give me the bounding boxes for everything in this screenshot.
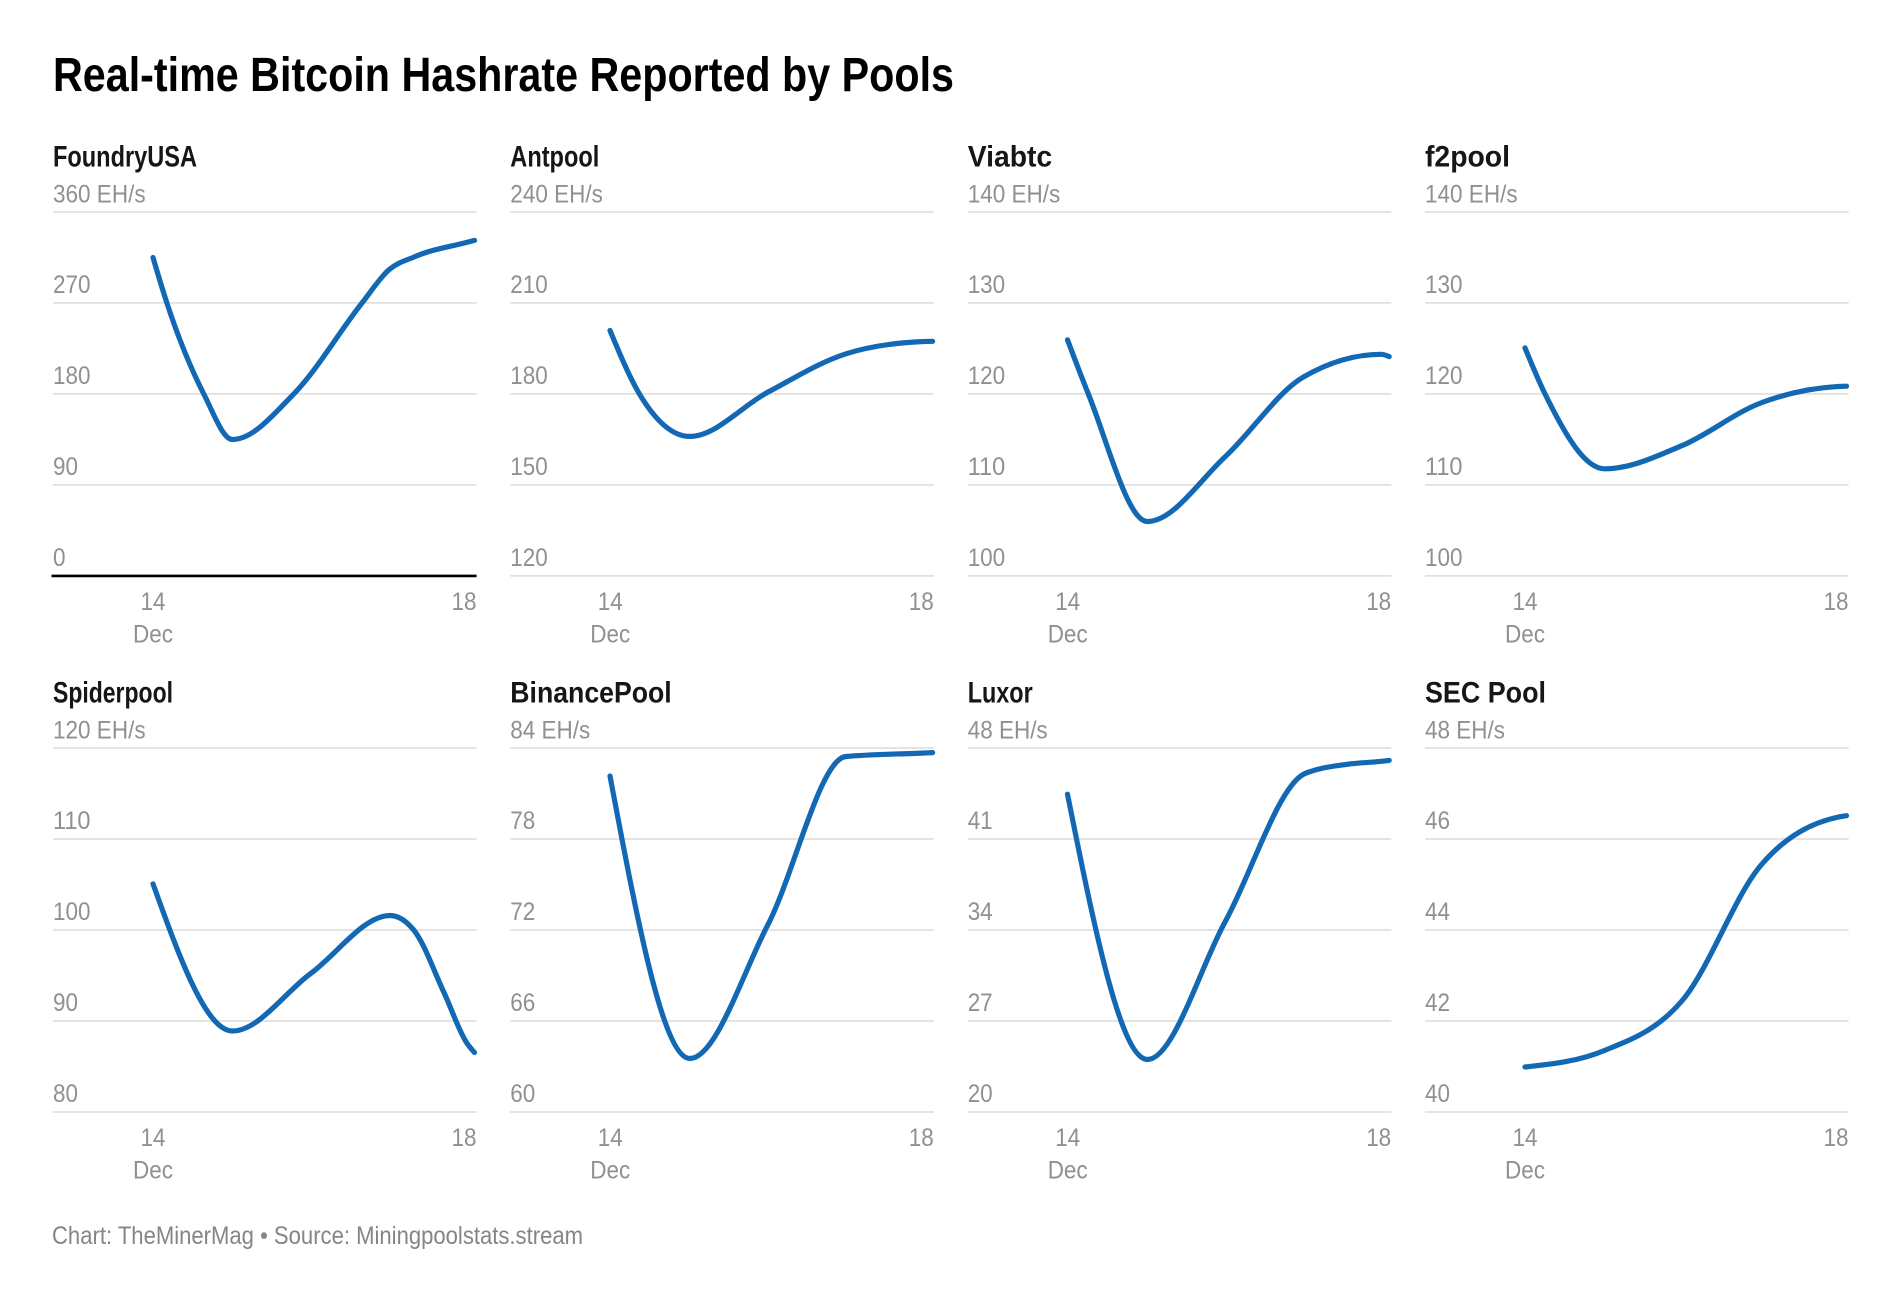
svg-text:84 EH/s: 84 EH/s — [510, 717, 590, 745]
svg-text:Real-time Bitcoin Hashrate Rep: Real-time Bitcoin Hashrate Reported by P… — [53, 49, 954, 102]
svg-text:18: 18 — [452, 588, 477, 616]
svg-text:60: 60 — [510, 1080, 535, 1108]
svg-text:Luxor: Luxor — [968, 677, 1033, 710]
svg-text:140 EH/s: 140 EH/s — [968, 180, 1061, 208]
svg-text:Antpool: Antpool — [510, 141, 599, 174]
svg-text:80: 80 — [53, 1080, 78, 1108]
svg-text:Dec: Dec — [133, 621, 173, 649]
svg-text:18: 18 — [452, 1124, 477, 1152]
svg-text:14: 14 — [1513, 588, 1538, 616]
svg-text:42: 42 — [1425, 989, 1450, 1017]
svg-text:100: 100 — [53, 898, 91, 926]
svg-text:Chart: TheMinerMag • Source: M: Chart: TheMinerMag • Source: Miningpools… — [52, 1222, 583, 1250]
svg-text:Spiderpool: Spiderpool — [53, 677, 173, 710]
svg-text:110: 110 — [1425, 453, 1463, 481]
svg-text:Dec: Dec — [590, 621, 630, 649]
svg-text:14: 14 — [141, 1124, 166, 1152]
svg-text:44: 44 — [1425, 898, 1450, 926]
svg-text:18: 18 — [1824, 1124, 1849, 1152]
svg-text:140 EH/s: 140 EH/s — [1425, 180, 1518, 208]
svg-text:27: 27 — [968, 989, 993, 1017]
svg-text:14: 14 — [1055, 1124, 1080, 1152]
svg-text:120: 120 — [510, 544, 548, 572]
svg-text:18: 18 — [1366, 588, 1391, 616]
svg-text:18: 18 — [1366, 1124, 1391, 1152]
svg-text:66: 66 — [510, 989, 535, 1017]
svg-text:Dec: Dec — [1505, 1157, 1545, 1185]
svg-text:14: 14 — [598, 588, 623, 616]
svg-text:120: 120 — [1425, 362, 1463, 390]
svg-text:14: 14 — [1055, 588, 1080, 616]
svg-text:41: 41 — [968, 807, 993, 835]
svg-text:18: 18 — [1824, 588, 1849, 616]
svg-text:Dec: Dec — [1505, 621, 1545, 649]
svg-text:100: 100 — [1425, 544, 1463, 572]
svg-text:Dec: Dec — [133, 1157, 173, 1185]
svg-text:100: 100 — [968, 544, 1006, 572]
svg-text:110: 110 — [968, 453, 1006, 481]
svg-text:14: 14 — [598, 1124, 623, 1152]
svg-text:18: 18 — [909, 588, 934, 616]
svg-text:90: 90 — [53, 989, 78, 1017]
svg-text:48 EH/s: 48 EH/s — [1425, 717, 1505, 745]
svg-text:Dec: Dec — [1048, 1157, 1088, 1185]
svg-text:180: 180 — [510, 362, 548, 390]
svg-text:20: 20 — [968, 1080, 993, 1108]
svg-text:Dec: Dec — [590, 1157, 630, 1185]
svg-text:FoundryUSA: FoundryUSA — [53, 141, 197, 174]
svg-text:210: 210 — [510, 271, 548, 299]
svg-text:360 EH/s: 360 EH/s — [53, 180, 146, 208]
svg-text:90: 90 — [53, 453, 78, 481]
svg-text:SEC Pool: SEC Pool — [1425, 677, 1546, 710]
svg-text:48 EH/s: 48 EH/s — [968, 717, 1048, 745]
svg-text:270: 270 — [53, 271, 91, 299]
svg-text:46: 46 — [1425, 807, 1450, 835]
svg-text:Dec: Dec — [1048, 621, 1088, 649]
svg-text:150: 150 — [510, 453, 548, 481]
svg-text:180: 180 — [53, 362, 91, 390]
svg-text:78: 78 — [510, 807, 535, 835]
svg-text:130: 130 — [968, 271, 1006, 299]
svg-text:14: 14 — [141, 588, 166, 616]
svg-text:BinancePool: BinancePool — [510, 677, 671, 710]
svg-text:18: 18 — [909, 1124, 934, 1152]
svg-text:110: 110 — [53, 807, 91, 835]
svg-text:0: 0 — [53, 544, 66, 572]
svg-text:130: 130 — [1425, 271, 1463, 299]
svg-text:120: 120 — [968, 362, 1006, 390]
svg-text:f2pool: f2pool — [1425, 141, 1510, 174]
svg-text:Viabtc: Viabtc — [968, 141, 1052, 174]
svg-text:240 EH/s: 240 EH/s — [510, 180, 603, 208]
svg-text:120 EH/s: 120 EH/s — [53, 717, 146, 745]
svg-text:72: 72 — [510, 898, 535, 926]
svg-text:14: 14 — [1513, 1124, 1538, 1152]
svg-text:34: 34 — [968, 898, 993, 926]
svg-text:40: 40 — [1425, 1080, 1450, 1108]
